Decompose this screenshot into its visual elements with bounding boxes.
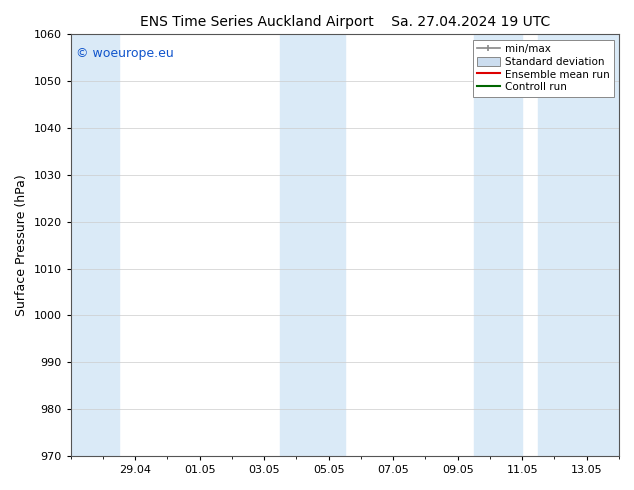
Text: © woeurope.eu: © woeurope.eu: [76, 47, 174, 60]
Bar: [71, 34, 119, 456]
Title: ENS Time Series Auckland Airport    Sa. 27.04.2024 19 UTC: ENS Time Series Auckland Airport Sa. 27.…: [139, 15, 550, 29]
Legend: min/max, Standard deviation, Ensemble mean run, Controll run: min/max, Standard deviation, Ensemble me…: [472, 40, 614, 97]
Bar: [538, 34, 619, 456]
Bar: [474, 34, 522, 456]
Y-axis label: Surface Pressure (hPa): Surface Pressure (hPa): [15, 174, 28, 316]
Bar: [280, 34, 345, 456]
